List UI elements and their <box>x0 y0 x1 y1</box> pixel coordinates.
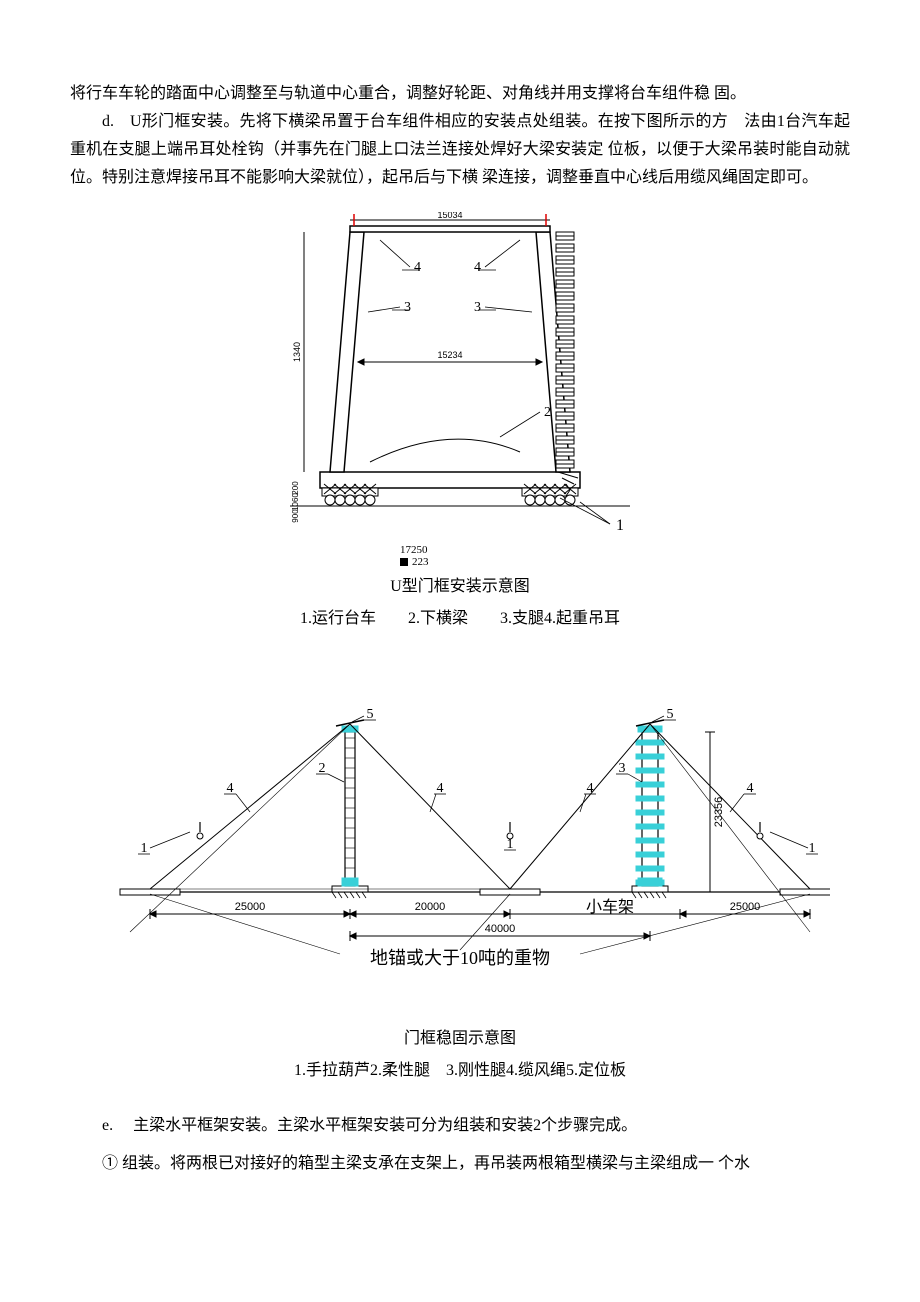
svg-text:地锚或大于10吨的重物: 地锚或大于10吨的重物 <box>370 948 550 968</box>
svg-text:1: 1 <box>616 517 624 534</box>
figure-1-scale-row: 17250 223 <box>280 544 640 568</box>
figure-1-svg: 15034 15234 1340 2001060900 4 4 3 3 2 1 <box>270 212 650 542</box>
svg-text:3: 3 <box>404 300 411 315</box>
figure-2-svg: 23356250002000025000小车架40000地锚或大于10吨的重物5… <box>90 702 830 1002</box>
svg-text:15034: 15034 <box>437 212 462 220</box>
svg-text:1060: 1060 <box>291 493 300 511</box>
svg-text:4: 4 <box>474 260 481 275</box>
svg-text:3: 3 <box>474 300 481 315</box>
figure-2-caption: 门框稳固示意图 <box>404 1024 516 1048</box>
figure-2-legend: 1.手拉葫芦2.柔性腿 3.刚性腿4.缆风绳5.定位板 <box>294 1056 626 1080</box>
figure-2: 23356250002000025000小车架40000地锚或大于10吨的重物5… <box>70 702 850 1084</box>
paragraph-d: d. U形门框安装。先将下横梁吊置于台车组件相应的安装点处组装。在按下图所示的方… <box>70 108 850 192</box>
figure-1-legend: 1.运行台车 2.下横梁 3.支腿4.起重吊耳 <box>300 604 620 628</box>
paragraph-c: 将行车车轮的踏面中心调整至与轨道中心重合，调整好轮距、对角线并用支撑将台车组件稳… <box>70 80 850 108</box>
svg-text:25000: 25000 <box>235 901 266 913</box>
document-page: 将行车车轮的踏面中心调整至与轨道中心重合，调整好轮距、对角线并用支撑将台车组件稳… <box>0 0 920 1218</box>
paragraph-f: ① 组装。将两根已对接好的箱型主梁支承在支架上，再吊装两根箱型横梁与主梁组成一 … <box>70 1150 850 1178</box>
figure-1: 15034 15234 1340 2001060900 4 4 3 3 2 1 17250 223… <box>70 212 850 632</box>
svg-text:15234: 15234 <box>437 350 462 360</box>
fig1-base-width: 17250 <box>400 544 428 556</box>
svg-text:1340: 1340 <box>292 342 302 362</box>
svg-text:小车架: 小车架 <box>586 898 634 916</box>
svg-text:900: 900 <box>291 509 300 523</box>
svg-text:4: 4 <box>414 260 421 275</box>
fig1-sub-label: 223 <box>412 556 429 568</box>
svg-text:23356: 23356 <box>713 797 725 828</box>
legend-swatch <box>400 558 408 566</box>
paragraph-e: e. 主梁水平框架安装。主梁水平框架安装可分为组装和安装2个步骤完成。 <box>70 1112 850 1140</box>
svg-text:40000: 40000 <box>485 923 516 935</box>
figure-1-caption: U型门框安装示意图 <box>390 572 530 596</box>
svg-text:200: 200 <box>291 481 300 495</box>
svg-text:2: 2 <box>544 405 551 420</box>
svg-text:20000: 20000 <box>415 901 446 913</box>
